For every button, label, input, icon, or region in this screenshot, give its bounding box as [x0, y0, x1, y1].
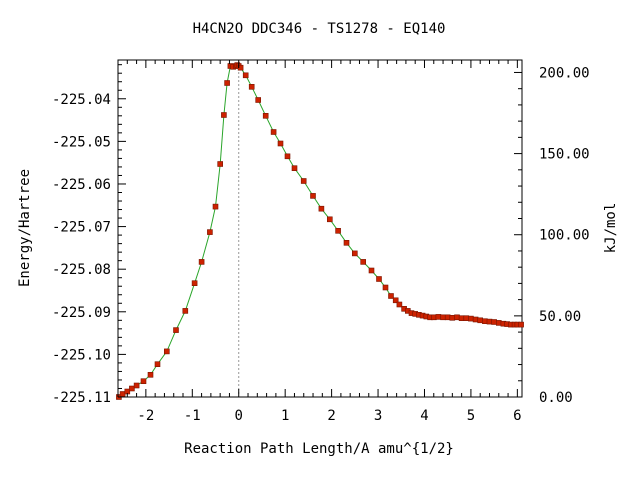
- x-tick-label: 1: [281, 408, 289, 424]
- data-point: [351, 250, 358, 257]
- y-axis-right: 0.00 50.00 100.00 150.00 200.00: [514, 65, 590, 406]
- y2-tick-label: 200.00: [539, 65, 590, 81]
- data-point: [343, 240, 350, 246]
- data-point: [368, 267, 375, 274]
- data-point: [119, 391, 126, 397]
- chart-title: H4CN2O DDC346 - TS1278 - EQ140: [193, 21, 446, 37]
- data-point: [191, 280, 198, 287]
- data-point: [212, 203, 219, 210]
- data-point: [495, 320, 502, 326]
- x-axis: -2 -1 0 1 2 3 4 5 6: [117, 60, 522, 424]
- data-point: [140, 378, 147, 385]
- data-point: [491, 319, 497, 325]
- data-point: [449, 314, 456, 321]
- data-point: [255, 97, 261, 103]
- data-point: [154, 361, 161, 368]
- x-tick-label: 3: [374, 408, 382, 424]
- y-axis-left: -225.04 -225.05 -225.06 -225.07 -225.08 -225.…: [52, 64, 126, 406]
- data-point: [284, 153, 291, 160]
- data-point: [335, 228, 341, 234]
- y-tick-label: -225.11: [52, 390, 111, 406]
- y-axis-label: Energy/Hartree: [17, 169, 33, 287]
- data-point: [147, 371, 154, 378]
- data-point: [300, 178, 307, 184]
- data-point: [396, 301, 403, 308]
- data-point: [198, 259, 205, 265]
- data-point: [435, 314, 442, 320]
- data-point: [463, 315, 470, 322]
- data-point: [382, 284, 389, 291]
- y-tick-label: -225.07: [52, 220, 111, 236]
- data-point: [164, 348, 170, 355]
- data-point: [486, 318, 493, 325]
- data-point: [224, 80, 230, 86]
- data-point: [440, 314, 446, 321]
- data-point: [237, 64, 244, 71]
- data-point: [444, 314, 451, 321]
- data-point: [518, 321, 524, 328]
- y-tick-label: -225.04: [52, 92, 111, 108]
- y-tick-label: -225.05: [52, 134, 111, 150]
- y2-tick-label: 150.00: [539, 147, 590, 163]
- data-point: [277, 140, 284, 147]
- data-point: [376, 276, 382, 282]
- data-point: [262, 113, 269, 119]
- data-point: [482, 318, 488, 325]
- data-point: [270, 129, 277, 135]
- data-point: [388, 293, 394, 299]
- data-point: [468, 315, 474, 322]
- data-point: [430, 314, 437, 321]
- data-point: [242, 72, 249, 79]
- data-point: [477, 317, 484, 324]
- data-point: [173, 327, 179, 333]
- energy-curve: [118, 64, 522, 398]
- data-point: [291, 165, 298, 171]
- x-tick-label: 6: [513, 408, 521, 424]
- data-point: [182, 308, 189, 314]
- y-tick-label: -225.08: [52, 262, 111, 278]
- plot-frame: [117, 59, 523, 398]
- data-point: [133, 382, 140, 389]
- data-point: [310, 193, 316, 199]
- x-tick-label: 0: [235, 408, 243, 424]
- data-point: [207, 229, 213, 235]
- data-point: [221, 112, 227, 118]
- y2-tick-label: 50.00: [539, 309, 581, 325]
- x-axis-label: Reaction Path Length/A amu^{1/2}: [184, 441, 454, 457]
- x-tick-label: 4: [420, 408, 428, 424]
- y-tick-label: -225.09: [52, 305, 111, 321]
- data-point: [217, 161, 223, 167]
- plot-area: [116, 59, 524, 400]
- y-tick-label: -225.10: [52, 347, 111, 363]
- data-point: [318, 205, 325, 212]
- x-tick-label: 2: [327, 408, 335, 424]
- data-point: [458, 315, 465, 322]
- data-point: [129, 385, 135, 392]
- data-point: [392, 297, 399, 304]
- data-point: [360, 259, 367, 265]
- data-point: [472, 316, 479, 323]
- x-tick-label: -1: [184, 408, 201, 424]
- y-tick-label: -225.06: [52, 177, 111, 193]
- data-point: [248, 84, 255, 90]
- y2-tick-label: 100.00: [539, 228, 590, 244]
- data-point: [326, 216, 333, 223]
- data-point: [454, 314, 460, 321]
- x-tick-label: 5: [467, 408, 475, 424]
- y2-axis-label: kJ/mol: [603, 203, 619, 254]
- y2-tick-label: 0.00: [539, 390, 573, 406]
- x-tick-label: -2: [137, 408, 154, 424]
